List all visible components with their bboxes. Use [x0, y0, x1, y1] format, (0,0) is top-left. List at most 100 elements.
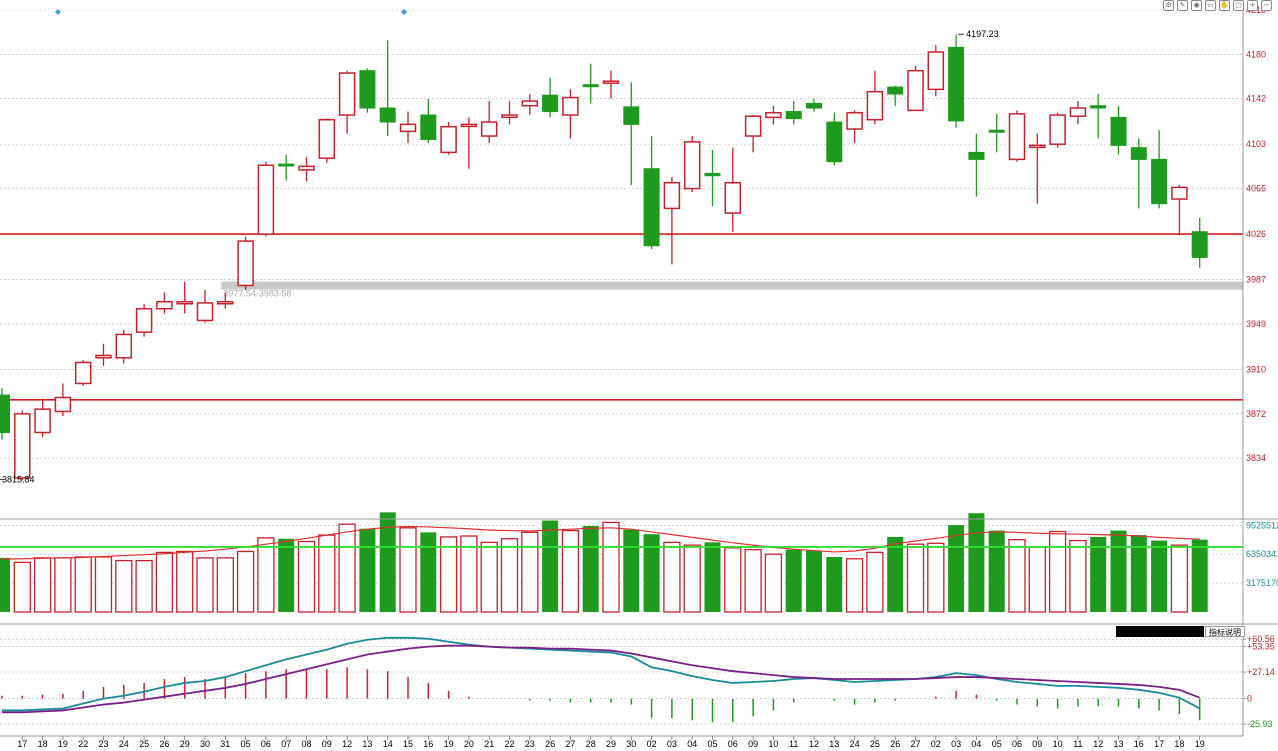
eye-icon[interactable]: ◉: [1191, 0, 1202, 11]
save-icon[interactable]: ▭: [1205, 0, 1216, 11]
candle-body: [887, 86, 904, 95]
x-tick-label: 12: [809, 739, 819, 749]
candle: [1151, 130, 1168, 209]
candle-body: [0, 394, 10, 433]
candle: [74, 360, 92, 386]
macd-tick-label: +60.56: [1247, 634, 1275, 644]
volume-bar: [33, 557, 52, 613]
x-tick-label: 19: [1195, 739, 1205, 749]
volume-bar: [1110, 530, 1127, 612]
volume-bar: [663, 541, 681, 613]
candle-body: [480, 121, 498, 137]
candle: [866, 70, 884, 125]
volume-bar: [542, 520, 559, 612]
zoom-out-icon[interactable]: −: [1261, 0, 1272, 11]
volume-bar: [1028, 546, 1046, 613]
x-tick-label: 26: [545, 739, 555, 749]
candle: [1090, 94, 1107, 139]
candle-body: [237, 240, 254, 287]
volume-bar: [155, 551, 174, 613]
x-tick-label: 06: [261, 739, 271, 749]
candle: [14, 410, 31, 481]
x-tick-label: 02: [647, 739, 657, 749]
candle: [359, 68, 376, 113]
candle: [663, 176, 681, 265]
candle-body: [176, 301, 193, 305]
volume-bar: [948, 525, 965, 612]
candle-body: [95, 354, 112, 359]
volume-bar: [236, 550, 255, 613]
candle-body: [399, 123, 417, 133]
candle: [643, 136, 660, 250]
candle-body: [602, 80, 620, 84]
x-tick-label: 09: [748, 739, 758, 749]
candle: [217, 292, 234, 309]
volume-bar: [74, 556, 92, 613]
x-tick-label: 24: [850, 739, 860, 749]
candle: [1069, 101, 1087, 125]
candle-body: [663, 181, 681, 210]
candle: [95, 343, 112, 366]
highlight-band-label: 3977.54-3983.58: [223, 289, 291, 299]
indicator-input[interactable]: [1116, 626, 1204, 637]
x-tick-label: 12: [1093, 739, 1103, 749]
candle: [1110, 105, 1127, 155]
candle: [54, 383, 72, 417]
x-tick-label: 24: [119, 739, 129, 749]
candle-body: [806, 102, 822, 109]
x-tick-label: 04: [971, 739, 981, 749]
candle: [806, 98, 822, 112]
x-tick-label: 22: [504, 739, 514, 749]
candle: [399, 111, 417, 144]
candle: [196, 290, 214, 323]
x-tick-label: 18: [38, 739, 48, 749]
x-tick-label: 05: [707, 739, 717, 749]
candle: [1049, 112, 1066, 148]
candle-body: [968, 151, 985, 160]
candle: [623, 82, 640, 186]
x-tick-label: 21: [484, 739, 494, 749]
x-tick-label: 18: [1174, 739, 1184, 749]
volume-bar: [683, 544, 701, 613]
volume-bar: [602, 521, 620, 613]
candle-body: [74, 361, 92, 385]
x-tick-label: 25: [870, 739, 880, 749]
candle-body: [542, 94, 559, 113]
volume-bar: [13, 561, 31, 613]
volume-bar: [278, 538, 295, 612]
candle: [0, 388, 10, 440]
x-tick-label: 16: [1134, 739, 1144, 749]
candle-body: [785, 111, 802, 120]
pencil-icon[interactable]: ✎: [1177, 0, 1188, 11]
indicator-help-button[interactable]: 指标说明: [1205, 626, 1245, 637]
marker-diamond-icon: [55, 9, 61, 15]
candle: [135, 304, 153, 337]
price-tick-label: 4026: [1246, 229, 1266, 239]
price-tick-label: 3910: [1246, 364, 1266, 374]
volume-bar: [196, 557, 214, 613]
candle-body: [623, 106, 640, 125]
volume-bar: [785, 549, 802, 612]
candle-body: [54, 396, 72, 413]
volume-bar: [216, 557, 234, 613]
settings-icon[interactable]: ⚙: [1163, 0, 1174, 11]
price-tick-label: 3987: [1246, 275, 1266, 285]
candle-body: [1029, 144, 1046, 149]
low-label: 3815.84: [2, 474, 35, 484]
highlight-band: 3977.54-3983.58: [221, 281, 1244, 299]
hand-icon[interactable]: ✋: [1219, 0, 1230, 11]
candle-body: [907, 69, 924, 112]
x-tick-label: 27: [565, 739, 575, 749]
candle: [846, 110, 863, 144]
lock-icon[interactable]: ▢: [1233, 0, 1244, 11]
x-tick-label: 19: [58, 739, 68, 749]
macd-tick-label: -25.93: [1247, 719, 1273, 729]
volume-bar: [257, 537, 275, 613]
x-tick-label: 13: [1113, 739, 1123, 749]
candle-body: [724, 181, 742, 214]
x-tick-label: 17: [17, 739, 27, 749]
zoom-in-icon[interactable]: +: [1247, 0, 1258, 11]
candle-body: [1171, 186, 1188, 200]
volume-tick-label: 3175170: [1246, 578, 1278, 588]
